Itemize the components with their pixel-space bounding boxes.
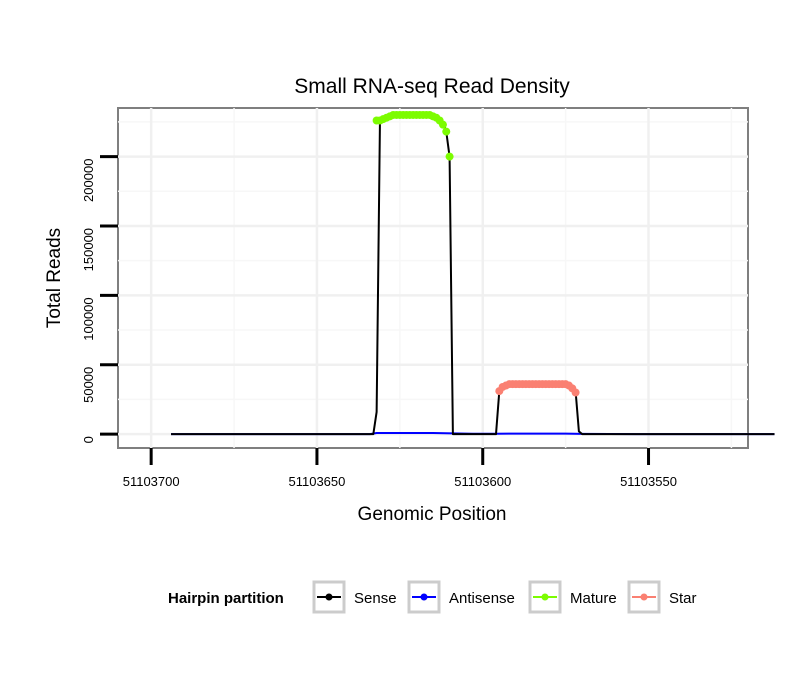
x-tick-label: 51103650 bbox=[289, 474, 346, 489]
y-axis: 0 50000 100000 150000 200000 bbox=[81, 155, 118, 443]
legend-title: Hairpin partition bbox=[168, 590, 284, 607]
data-point-mature bbox=[445, 152, 454, 161]
data-series bbox=[171, 110, 775, 436]
legend-point-antisense bbox=[420, 593, 428, 601]
legend: Hairpin partition Sense Antisense Mature St… bbox=[168, 580, 697, 614]
legend-point-star bbox=[640, 593, 648, 601]
x-axis-label: Genomic Position bbox=[358, 504, 507, 525]
data-point-mature bbox=[438, 120, 447, 129]
legend-label-mature: Mature bbox=[570, 590, 617, 607]
y-tick-label: 0 bbox=[81, 436, 96, 443]
legend-label-sense: Sense bbox=[354, 590, 397, 607]
legend-point-mature bbox=[541, 593, 549, 601]
data-point-mature bbox=[442, 127, 451, 136]
legend-point-sense bbox=[325, 593, 333, 601]
y-tick-label: 50000 bbox=[81, 367, 96, 403]
grid-lines bbox=[118, 108, 748, 448]
legend-label-antisense: Antisense bbox=[449, 590, 515, 607]
y-tick-label: 200000 bbox=[81, 159, 96, 202]
plot-panel bbox=[117, 107, 749, 449]
chart-title: Small RNA-seq Read Density bbox=[294, 75, 570, 98]
x-tick-label: 51103550 bbox=[620, 474, 677, 489]
y-tick-label: 150000 bbox=[81, 228, 96, 271]
data-point-star bbox=[571, 388, 580, 397]
y-axis-label: Total Reads bbox=[44, 228, 65, 328]
legend-label-star: Star bbox=[669, 590, 697, 607]
y-tick-label: 100000 bbox=[81, 297, 96, 340]
x-tick-label: 51103600 bbox=[454, 474, 511, 489]
x-tick-label: 51103700 bbox=[123, 474, 180, 489]
x-axis: 51103700 51103650 51103600 51103550 bbox=[123, 448, 677, 489]
